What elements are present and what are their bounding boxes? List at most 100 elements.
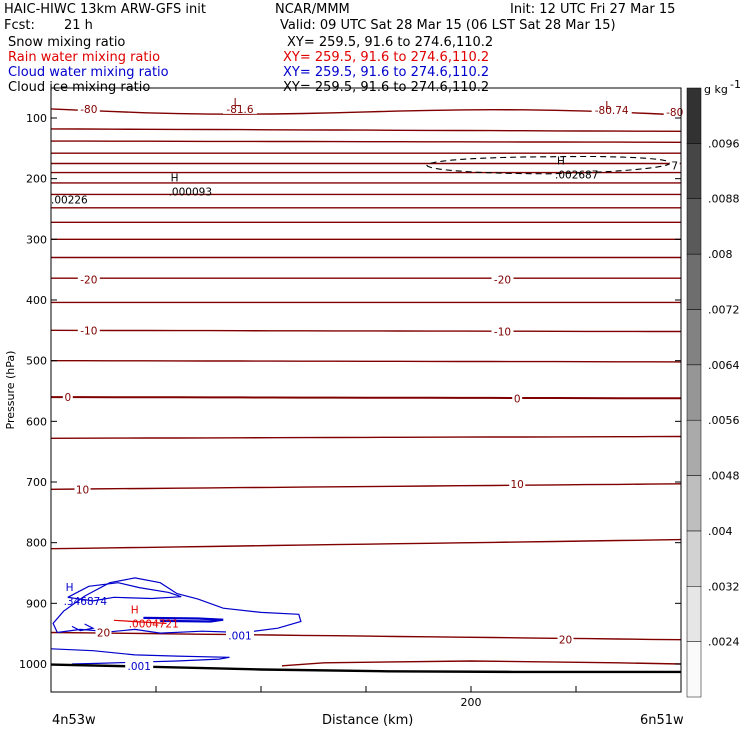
colorbar-label: .0048	[708, 470, 740, 483]
colorbar-label: .0088	[708, 193, 740, 206]
cloud-contour-core	[143, 616, 224, 623]
isotherm-line	[51, 396, 682, 400]
extremum-symbol: H	[131, 605, 139, 617]
cloud-contour-low	[50, 648, 230, 665]
colorbar-unit: g kg	[704, 83, 728, 96]
colorbar-swatch	[686, 641, 702, 698]
extremum-value: .346874	[64, 596, 108, 608]
org-label: NCAR/MMM	[275, 2, 350, 17]
colorbar-swatch	[686, 198, 702, 255]
extremum-value: .00226	[51, 195, 88, 207]
field-xy-cloud-water: XY= 259.5, 91.6 to 274.6,110.2	[283, 65, 490, 80]
y-tick-label: 600	[26, 415, 47, 428]
x-endpoint-left: 4n53w	[52, 713, 96, 728]
contour-label: 0	[514, 393, 521, 405]
colorbar-label: .0072	[708, 303, 740, 316]
contour-label-bg	[77, 273, 100, 285]
forecast-value: 21 h	[64, 18, 93, 33]
terrain-line	[50, 660, 682, 674]
contour-label: -10	[80, 325, 97, 337]
cloud-contour-outer	[52, 577, 302, 634]
field-name-cloud-water: Cloud water mixing ratio	[8, 65, 169, 80]
contour-label: -20	[494, 274, 511, 286]
field-name-cloud-ice: Cloud ice mixing ratio	[8, 80, 151, 95]
rain-water-contours	[113, 619, 167, 624]
colorbar-swatch	[686, 475, 702, 532]
y-tick-label: 400	[26, 294, 47, 307]
y-tick-label: 200	[26, 173, 47, 186]
colorbar-swatch	[686, 586, 702, 642]
contour-label: -81.6	[226, 104, 253, 116]
contour-label-bg	[512, 392, 523, 404]
plot-axes: 1002003004005006007008009001000200Pressu…	[4, 87, 682, 709]
extremum-value: .002687	[555, 170, 598, 182]
field-name-rain: Rain water mixing ratio	[8, 50, 161, 65]
contour-label: .001	[128, 661, 151, 673]
contour-label-bg	[74, 483, 91, 495]
contour-label: -10	[494, 327, 511, 339]
x-endpoint-right: 6n51w	[640, 713, 684, 728]
contour-labels: -80 -81.6 -80.74 -80 -20 -20 -10 -10 0 0 10 10 20 20.…	[62, 102, 686, 673]
contour-label-bg	[591, 104, 632, 116]
y-tick-label: 500	[26, 355, 47, 368]
contour-label-bg	[491, 273, 514, 285]
colorbar: .0024 .0032 .004 .0048 .0056 .0064 .0072 .008 .0…	[686, 78, 740, 698]
isotherm-line	[50, 483, 682, 490]
extremum-value: .000093	[169, 187, 212, 199]
contour-label-bg	[491, 325, 514, 337]
contour-label-bg	[509, 477, 526, 489]
contour-label: 0	[64, 392, 71, 404]
x-axis-label: Distance (km)	[322, 713, 414, 728]
extremum-symbol: H	[557, 156, 565, 168]
y-axis-label: Pressure (hPa)	[4, 351, 17, 430]
isotherm-line	[51, 360, 682, 363]
colorbar-label: .0024	[708, 636, 740, 649]
contour-label: -20	[80, 274, 97, 286]
colorbar-swatch	[686, 364, 702, 421]
contour-label: 10	[76, 484, 89, 496]
extremum-value: .0004721	[129, 619, 179, 631]
x-tick-label: 200	[461, 696, 482, 709]
contour-label-bg	[663, 105, 686, 117]
surface-line	[50, 663, 681, 674]
colorbar-swatch	[686, 143, 702, 199]
contour-label-bg	[62, 391, 73, 403]
cloud-contour-inner	[67, 582, 182, 602]
cloud-contour-small	[71, 623, 95, 632]
ice-contour-dashed	[426, 155, 672, 175]
isotherm-line	[50, 538, 682, 550]
model-title: HAIC-HIWC 13km ARW-GFS init	[4, 2, 206, 17]
contour-label: 7	[671, 160, 678, 172]
contour-label: -80.74	[595, 105, 629, 117]
colorbar-swatch	[686, 87, 702, 144]
colorbar-swatch	[686, 530, 702, 587]
contour-label-bg	[557, 633, 574, 645]
colorbar-label: .0064	[708, 359, 740, 372]
colorbar-label: .004	[708, 525, 733, 538]
init-time: Init: 12 UTC Fri 27 Mar 15	[510, 2, 676, 17]
isotherm-near-surface	[281, 660, 682, 667]
isotherm-line	[50, 435, 682, 439]
isotherm-line	[50, 631, 682, 641]
isotherm-line	[50, 329, 681, 333]
colorbar-label: .0056	[708, 414, 740, 427]
colorbar-label: .008	[708, 248, 733, 261]
extremum-symbol: L	[234, 97, 240, 109]
rain-contour	[113, 619, 167, 624]
isotherm-line	[50, 128, 682, 132]
field-xy-cloud-ice: XY= 259.5, 91.6 to 274.6,110.2	[283, 80, 490, 95]
contour-label-bg	[223, 102, 257, 114]
colorbar-unit-exponent: -1	[730, 78, 740, 91]
contour-label-bg	[95, 626, 112, 638]
contour-label-bg	[669, 159, 680, 171]
contour-label: 20	[559, 635, 572, 647]
y-tick-label: 700	[26, 476, 47, 489]
forecast-label: Fcst:	[4, 18, 35, 33]
cloud-ice-contour	[426, 155, 672, 175]
cloud-water-contours	[50, 577, 302, 665]
contour-label-bg	[226, 629, 254, 641]
contour-label: -80	[80, 104, 97, 116]
colorbar-swatch	[686, 419, 702, 476]
y-tick-label: 100	[26, 112, 47, 125]
